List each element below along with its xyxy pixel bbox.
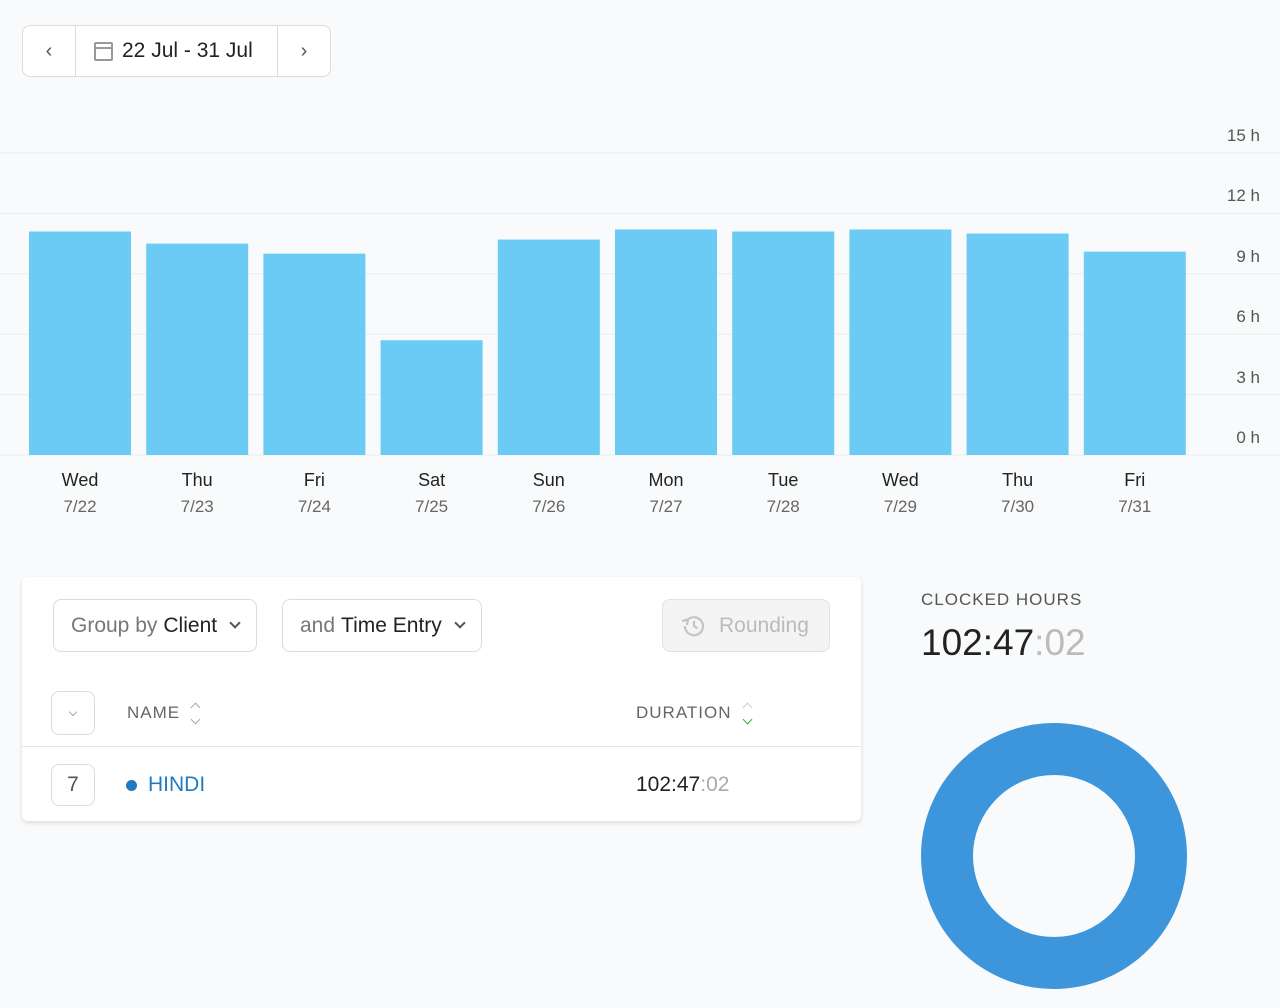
x-tick-date: 7/22: [63, 497, 97, 516]
x-tick-date: 7/23: [180, 497, 214, 516]
then-by-dropdown[interactable]: and Time Entry: [282, 599, 482, 652]
y-tick-label: 0 h: [1236, 428, 1260, 447]
x-tick-date: 7/25: [415, 497, 449, 516]
clocked-hours-label: CLOCKED HOURS: [921, 590, 1083, 609]
chart-bar[interactable]: [263, 253, 366, 455]
chart-bar[interactable]: [732, 231, 835, 455]
chevron-left-icon: ‹: [45, 39, 53, 62]
chart-bar[interactable]: [497, 239, 600, 455]
x-tick-day: Tue: [768, 470, 799, 490]
chevron-down-icon: [454, 617, 466, 629]
chart-bar[interactable]: [1083, 251, 1186, 455]
chart-canvas: [0, 152, 1280, 456]
expand-all-button[interactable]: [51, 691, 95, 735]
group-by-dropdown[interactable]: Group by Client: [53, 599, 258, 652]
y-tick-label: 15 h: [1226, 126, 1260, 145]
x-tick-date: 7/31: [1118, 497, 1152, 516]
row-duration: 102:47:02: [636, 773, 729, 797]
y-tick-label: 3 h: [1236, 367, 1260, 387]
rounding-button[interactable]: Rounding: [662, 599, 830, 652]
client-name-text: HINDI: [148, 773, 206, 796]
daily-hours-chart: 15 h 12 h 9 h 6 h 3 h 0 h Wed 7/22 Thu 7/23 Fri 7/2…: [0, 100, 1280, 530]
prev-range-button[interactable]: ‹: [23, 26, 75, 76]
y-tick-label: 9 h: [1236, 246, 1260, 266]
chevron-right-icon: ›: [300, 39, 308, 62]
chart-bar[interactable]: [146, 243, 249, 455]
table-row[interactable]: 7 HINDI 102:47:02: [22, 748, 861, 821]
x-tick-date: 7/24: [297, 497, 331, 516]
x-tick-date: 7/27: [649, 497, 683, 516]
duration-column-label: DURATION: [636, 703, 732, 722]
x-tick-day: Sat: [418, 470, 446, 490]
x-tick-day: Thu: [181, 470, 213, 490]
y-tick-label: 6 h: [1236, 307, 1260, 327]
then-by-prefix: and: [300, 613, 336, 637]
clocked-hours-seconds: :02: [1034, 622, 1086, 663]
report-card: Group by Client and Time Entry Rounding …: [22, 577, 861, 821]
chevron-down-icon: [68, 707, 78, 716]
name-column-label: NAME: [127, 703, 181, 722]
next-range-button[interactable]: ›: [278, 26, 330, 76]
rounding-label: Rounding: [719, 613, 809, 637]
date-range-label[interactable]: 22 Jul - 31 Jul: [75, 26, 278, 76]
x-tick-day: Wed: [61, 470, 99, 490]
x-tick-day: Sun: [532, 470, 565, 490]
client-donut-chart: [921, 723, 1187, 989]
group-by-value: Client: [163, 613, 218, 637]
x-tick-date: 7/29: [883, 497, 917, 516]
chart-bar[interactable]: [966, 233, 1069, 455]
client-color-dot: [126, 779, 137, 791]
client-name[interactable]: HINDI: [126, 773, 205, 797]
x-tick-day: Mon: [648, 470, 684, 490]
table-header: NAME DURATION: [22, 681, 861, 747]
x-tick-day: Fri: [303, 470, 325, 490]
chart-bar[interactable]: [849, 229, 952, 455]
x-tick-date: 7/30: [1001, 497, 1035, 516]
history-icon: [681, 615, 705, 636]
chart-bar[interactable]: [29, 231, 131, 455]
group-by-prefix: Group by: [71, 613, 158, 637]
row-count-badge[interactable]: 7: [51, 764, 95, 806]
x-tick-date: 7/28: [766, 497, 800, 516]
then-by-value: Time Entry: [341, 613, 442, 637]
date-range-text: 22 Jul - 31 Jul: [122, 39, 253, 62]
chart-bar[interactable]: [380, 340, 483, 455]
name-column-header[interactable]: NAME: [127, 702, 201, 724]
duration-column-header[interactable]: DURATION: [636, 702, 752, 724]
x-tick-day: Thu: [1002, 470, 1034, 490]
x-tick-date: 7/26: [532, 497, 566, 516]
x-tick-day: Wed: [882, 470, 919, 490]
sort-active-icon: [742, 702, 752, 724]
clocked-hours-main: 102:47: [921, 622, 1035, 663]
clocked-hours-value: 102:47:02: [921, 622, 1086, 664]
donut-slice[interactable]: [921, 723, 1187, 989]
sort-icon: [190, 702, 201, 724]
chevron-down-icon: [229, 617, 241, 629]
row-duration-main: 102:47: [636, 773, 701, 796]
date-range-picker: ‹ 22 Jul - 31 Jul ›: [22, 25, 331, 77]
chart-bar[interactable]: [615, 229, 717, 455]
y-tick-label: 12 h: [1226, 186, 1260, 206]
row-duration-seconds: :02: [700, 773, 730, 796]
calendar-icon: [94, 41, 113, 61]
x-tick-day: Fri: [1124, 470, 1146, 490]
